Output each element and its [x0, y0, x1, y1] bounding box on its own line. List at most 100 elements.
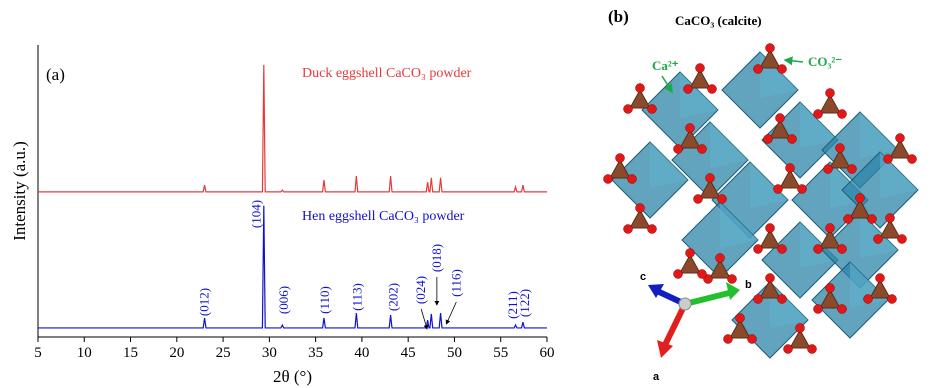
panel-label: (b) [608, 7, 629, 26]
oxygen [898, 235, 907, 244]
oxygen [684, 85, 693, 94]
axis-label: c [640, 271, 646, 283]
x-tick-label: 35 [308, 345, 323, 361]
oxygen [876, 274, 885, 283]
oxygen [696, 64, 705, 73]
x-axis-label: 2θ (°) [273, 367, 312, 386]
series-line [38, 206, 547, 328]
peak-label: (122) [517, 289, 532, 317]
x-tick-label: 30 [262, 345, 277, 361]
x-tick-label: 5 [34, 345, 42, 361]
oxygen [826, 224, 835, 233]
oxygen [674, 270, 683, 279]
octahedron-face [710, 122, 748, 168]
oxygen [888, 295, 897, 304]
oxygen [754, 65, 763, 74]
oxygen [774, 185, 783, 194]
x-tick-label: 60 [540, 345, 555, 361]
origin [679, 298, 691, 310]
peak-label: (024) [413, 276, 428, 304]
oxygen [648, 225, 657, 234]
oxygen [648, 105, 657, 114]
oxygen [908, 155, 917, 164]
series-label: Duck eggshell CaCO₃ powder [302, 66, 472, 81]
oxygen [864, 295, 873, 304]
oxygen [784, 345, 793, 354]
oxygen [724, 335, 733, 344]
oxygen [844, 215, 853, 224]
figure: 510152025303540455055602θ (°)Intensity (… [0, 0, 930, 388]
oxygen [778, 295, 787, 304]
oxygen [636, 204, 645, 213]
oxygen [636, 84, 645, 93]
peak-label: (006) [276, 286, 291, 314]
x-tick-label: 55 [493, 345, 508, 361]
structure-title: CaCO₃ (calcite) [675, 13, 762, 28]
oxygen [824, 165, 833, 174]
oxygen [826, 89, 835, 98]
oxygen [766, 44, 775, 53]
peak-label: (104) [248, 200, 263, 228]
oxygen [838, 110, 847, 119]
oxygen [786, 164, 795, 173]
oxygen [706, 174, 715, 183]
crystal-drawing [604, 44, 919, 359]
y-axis-label: Intensity (a.u.) [10, 141, 29, 241]
oxygen [718, 195, 727, 204]
oxygen [896, 134, 905, 143]
arrowhead [726, 282, 740, 300]
oxygen [886, 214, 895, 223]
x-tick-label: 40 [354, 345, 369, 361]
axis-label: a [653, 371, 660, 383]
oxygen [698, 270, 707, 279]
peak-label: (113) [349, 283, 364, 311]
oxygen [708, 85, 717, 94]
oxygen [814, 305, 823, 314]
oxygen [624, 225, 633, 234]
x-tick-label: 50 [447, 345, 462, 361]
peak-label: (012) [197, 288, 212, 316]
oxygen [674, 145, 683, 154]
oxygen [748, 335, 757, 344]
octahedron-face [860, 112, 898, 158]
axis-label: b [745, 279, 752, 291]
oxygen [838, 305, 847, 314]
oxygen [814, 110, 823, 119]
ion-label: Ca²⁺ [652, 58, 679, 73]
oxygen [628, 175, 637, 184]
peak-label: (116) [448, 269, 463, 297]
peak-arrow [446, 302, 456, 324]
oxygen [686, 124, 695, 133]
oxygen [826, 284, 835, 293]
x-tick-label: 10 [77, 345, 92, 361]
axis-triad: c b a [640, 271, 752, 383]
oxygen [736, 314, 745, 323]
x-tick-label: 15 [123, 345, 138, 361]
oxygen [884, 155, 893, 164]
oxygen [778, 65, 787, 74]
peak-arrow [421, 309, 427, 329]
axis-b-arrow [685, 292, 733, 304]
oxygen [604, 175, 613, 184]
oxygen [778, 245, 787, 254]
oxygen [836, 144, 845, 153]
oxygen [868, 215, 877, 224]
oxygen [776, 114, 785, 123]
oxygen [766, 274, 775, 283]
oxygen [848, 165, 857, 174]
oxygen [624, 105, 633, 114]
panel-label: (a) [46, 65, 65, 84]
ion-arrow [785, 60, 803, 62]
oxygen [716, 254, 725, 263]
oxygen [698, 145, 707, 154]
oxygen [814, 245, 823, 254]
peak-label: (110) [317, 286, 332, 314]
oxygen [838, 245, 847, 254]
x-tick-label: 45 [401, 345, 416, 361]
oxygen [796, 324, 805, 333]
oxygen [788, 135, 797, 144]
oxygen [616, 154, 625, 163]
oxygen [694, 195, 703, 204]
oxygen [754, 245, 763, 254]
